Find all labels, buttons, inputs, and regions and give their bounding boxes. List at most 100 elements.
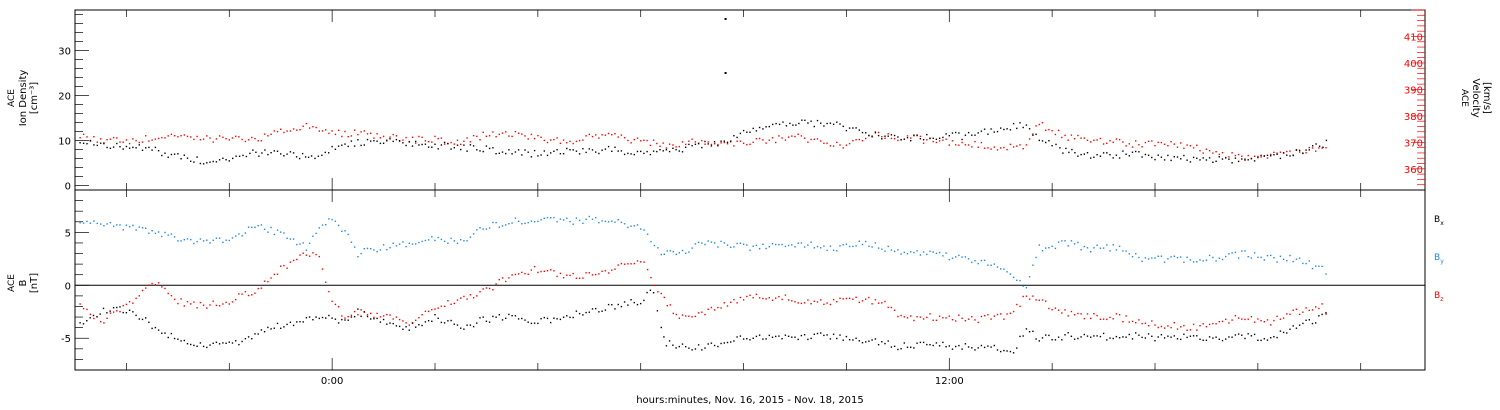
bx-series-point bbox=[334, 318, 337, 320]
by-series-point bbox=[1019, 279, 1021, 282]
density-series-point bbox=[488, 147, 491, 150]
by-series-point bbox=[701, 242, 703, 244]
bz-series-point bbox=[1041, 299, 1044, 301]
bx-series-point bbox=[357, 308, 359, 310]
bz-series-point bbox=[1253, 321, 1256, 323]
by-series-point bbox=[1305, 262, 1307, 265]
velocity-series-point bbox=[1083, 137, 1085, 139]
bz-series-point bbox=[537, 271, 539, 274]
velocity-series-point bbox=[781, 137, 783, 139]
bx-series-point bbox=[890, 346, 893, 348]
bx-series-point bbox=[241, 340, 243, 343]
bz-series-point bbox=[1131, 320, 1134, 323]
by-series-point bbox=[141, 227, 144, 229]
bz-series-point bbox=[357, 314, 359, 316]
bx-series-point bbox=[640, 302, 642, 305]
bx-series-point bbox=[771, 336, 774, 338]
velocity-series-point bbox=[395, 135, 398, 137]
density-series-point bbox=[324, 151, 326, 154]
by-series-point bbox=[932, 251, 934, 253]
by-series-point bbox=[389, 247, 391, 249]
density-series-point bbox=[1090, 157, 1092, 159]
bz-series-point bbox=[334, 303, 337, 306]
bx-series-point bbox=[1154, 340, 1156, 342]
bx-series-point bbox=[398, 325, 401, 328]
bx-series-point bbox=[1225, 338, 1227, 340]
bz-series-point bbox=[135, 297, 137, 300]
velocity-series-point bbox=[112, 136, 115, 139]
bx-series-point bbox=[842, 339, 844, 341]
density-series-point bbox=[456, 144, 459, 146]
bz-series-point bbox=[913, 319, 915, 322]
bz-series-point bbox=[1247, 318, 1249, 320]
bz-series-point bbox=[100, 320, 102, 323]
by-series-point bbox=[514, 217, 517, 219]
density-series-point bbox=[524, 149, 526, 151]
velocity-series-point bbox=[524, 135, 526, 137]
bx-series-point bbox=[1315, 322, 1317, 324]
bx-series-point bbox=[958, 344, 960, 347]
bz-series-point bbox=[858, 301, 860, 304]
by-series-point bbox=[861, 243, 864, 246]
bz-series-point bbox=[1012, 310, 1015, 313]
velocity-series-point bbox=[1315, 150, 1317, 152]
bz-series-point bbox=[942, 317, 944, 319]
bz-series-point bbox=[122, 304, 124, 307]
bz-series-point bbox=[485, 287, 488, 289]
bz-series-point bbox=[260, 287, 263, 289]
by-series-point bbox=[128, 226, 131, 228]
bz-series-point bbox=[1212, 322, 1214, 325]
velocity-series-point bbox=[299, 129, 301, 131]
bz-series-point bbox=[781, 298, 783, 301]
bx-series-point bbox=[331, 317, 333, 319]
bx-series-point bbox=[238, 343, 240, 346]
legend-label-bz: Bz bbox=[1434, 291, 1443, 303]
density-series-point bbox=[1205, 159, 1208, 161]
by-series-point bbox=[775, 243, 777, 246]
bx-series-point bbox=[132, 311, 134, 313]
velocity-series-point bbox=[665, 147, 668, 149]
velocity-series-point bbox=[758, 137, 761, 140]
density-series-point bbox=[951, 132, 954, 134]
bx-series-point bbox=[1263, 338, 1265, 340]
density-series-point bbox=[845, 129, 848, 132]
by-series-point bbox=[1176, 256, 1179, 259]
bx-series-point bbox=[1016, 347, 1018, 349]
density-series-point bbox=[823, 125, 825, 127]
bx-series-point bbox=[678, 345, 680, 348]
density-series-point bbox=[993, 131, 995, 133]
velocity-series-point bbox=[1228, 156, 1230, 158]
velocity-series-point bbox=[765, 142, 767, 144]
bz-series-point bbox=[1218, 321, 1220, 323]
bz-series-point bbox=[813, 300, 815, 302]
density-series-point bbox=[193, 161, 195, 163]
density-series-point bbox=[1189, 161, 1192, 163]
density-series-point bbox=[505, 152, 507, 155]
by-series-point bbox=[1302, 262, 1304, 265]
bx-series-point bbox=[955, 345, 957, 348]
velocity-series-point bbox=[829, 145, 832, 147]
velocity-series-point bbox=[241, 138, 243, 141]
bx-series-point bbox=[688, 347, 690, 349]
bz-series-point bbox=[816, 301, 819, 303]
bz-series-point bbox=[1061, 312, 1063, 314]
bx-series-point bbox=[1228, 336, 1230, 338]
density-series bbox=[79, 119, 1328, 165]
bx-series-point bbox=[1205, 339, 1208, 341]
by-series-point bbox=[633, 225, 635, 227]
bx-series-point bbox=[768, 334, 770, 337]
density-series-point bbox=[86, 143, 88, 145]
x-tick-label: 0:00 bbox=[321, 376, 343, 387]
density-series-point bbox=[517, 149, 520, 151]
by-series-point bbox=[910, 251, 912, 253]
bx-series-point bbox=[938, 345, 941, 347]
bx-series-point bbox=[553, 317, 555, 319]
bx-series-point bbox=[1022, 335, 1024, 337]
bz-series-point bbox=[630, 263, 632, 265]
bz-series-point bbox=[325, 281, 327, 283]
by-series-point bbox=[1102, 247, 1105, 249]
density-series-point bbox=[112, 146, 115, 148]
density-series-point bbox=[636, 150, 639, 153]
bx-series-point bbox=[183, 339, 185, 342]
bz-series-point bbox=[678, 317, 680, 319]
